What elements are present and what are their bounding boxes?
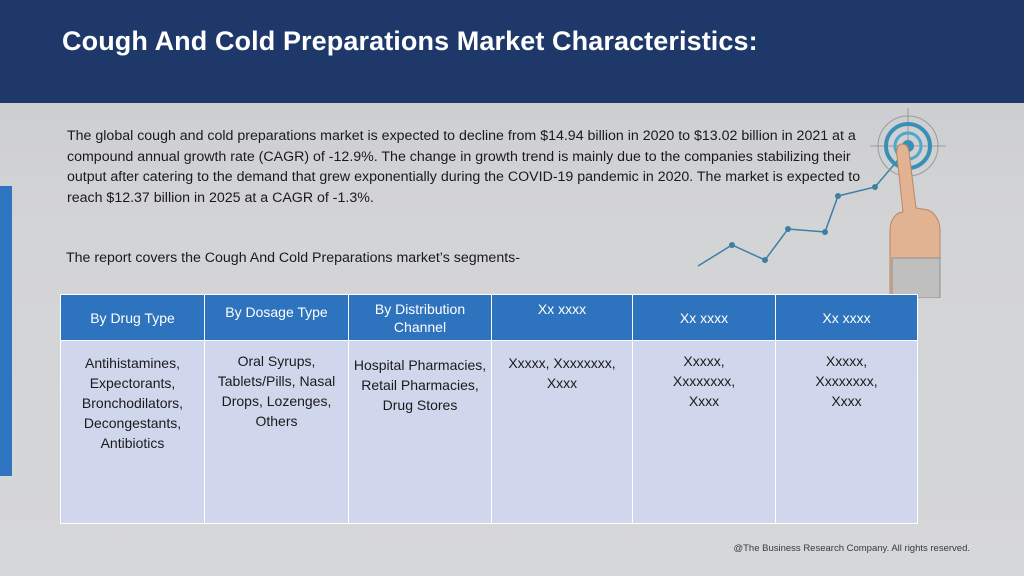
page-title: Cough And Cold Preparations Market Chara…: [62, 26, 758, 56]
header-distribution-channel: By Distribution Channel: [348, 294, 492, 341]
cell-drug-type: Antihistamines, Expectorants, Bronchodil…: [60, 340, 205, 524]
header-segment-6: Xx xxxx: [775, 294, 918, 341]
left-accent-bar: [0, 186, 12, 476]
header-bar: Cough And Cold Preparations Market Chara…: [0, 0, 1024, 103]
cell-dosage-type: Oral Syrups, Tablets/Pills, Nasal Drops,…: [204, 340, 349, 524]
cell-segment-6: Xxxxx, Xxxxxxxx, Xxxx: [775, 340, 918, 524]
cell-distribution-channel: Hospital Pharmacies, Retail Pharmacies, …: [348, 340, 492, 524]
header-segment-5: Xx xxxx: [632, 294, 776, 341]
header-drug-type: By Drug Type: [60, 294, 205, 341]
target-growth-hand-icon: [697, 108, 946, 298]
copyright-footer: @The Business Research Company. All righ…: [733, 543, 970, 554]
cell-segment-5: Xxxxx, Xxxxxxxx, Xxxx: [632, 340, 776, 524]
segments-table: By Drug Type By Dosage Type By Distribut…: [60, 294, 918, 524]
cell-segment-4: Xxxxx, Xxxxxxxx, Xxxx: [491, 340, 633, 524]
header-dosage-type: By Dosage Type: [204, 294, 349, 341]
header-segment-4: Xx xxxx: [491, 294, 633, 341]
segments-label: The report covers the Cough And Cold Pre…: [66, 250, 520, 266]
intro-paragraph: The global cough and cold preparations m…: [67, 128, 861, 206]
